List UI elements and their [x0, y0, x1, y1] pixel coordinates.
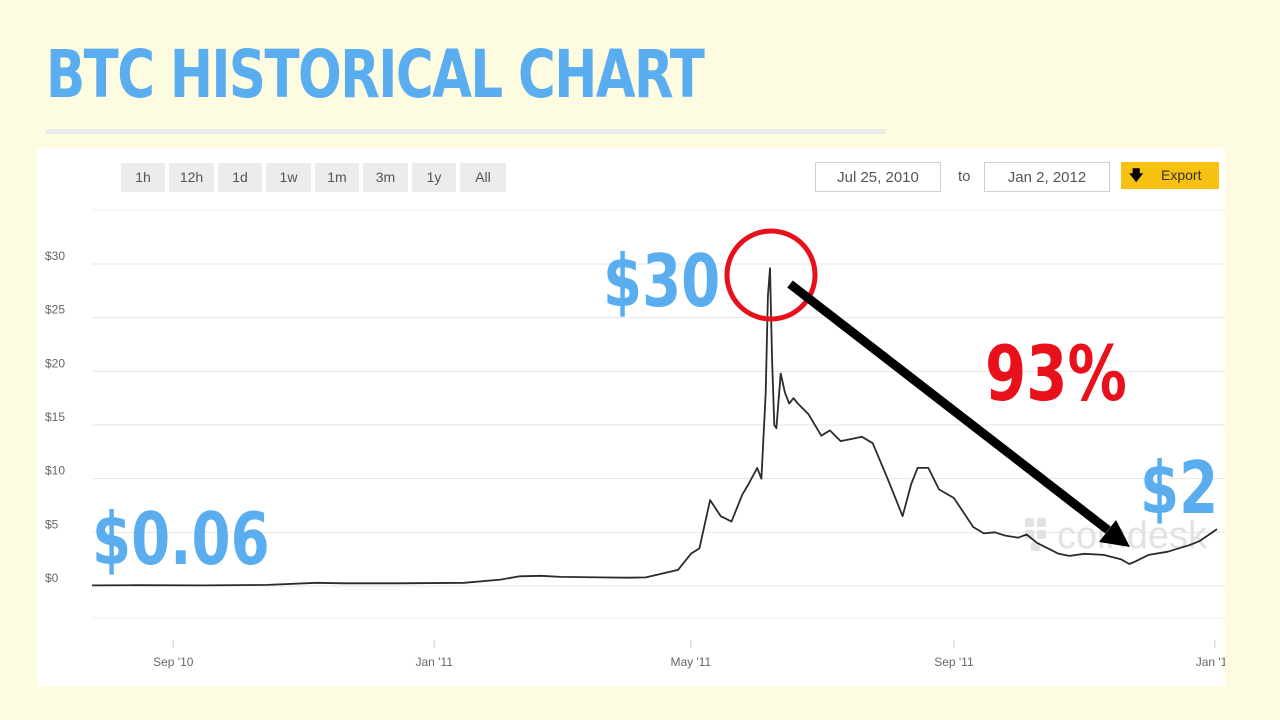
x-tick-label: May '11	[670, 655, 711, 669]
end-price-annotation: $2	[1140, 446, 1219, 530]
x-tick-label: Sep '11	[934, 655, 974, 669]
range-button-3m[interactable]: 3m	[363, 163, 408, 192]
range-button-1w[interactable]: 1w	[266, 163, 311, 192]
y-tick-label: $25	[45, 303, 65, 317]
start-price-annotation: $0.06	[92, 497, 270, 581]
range-button-1y[interactable]: 1y	[412, 163, 456, 192]
watermark-logo-block	[1025, 518, 1034, 527]
y-tick-label: $20	[45, 356, 65, 370]
y-tick-label: $30	[45, 249, 65, 263]
y-tick-label: $5	[45, 517, 59, 531]
watermark-logo-block	[1037, 530, 1046, 539]
end-date-field[interactable]: Jan 2, 2012	[984, 162, 1110, 192]
y-tick-label: $10	[45, 464, 65, 478]
drop-percent-annotation: 93%	[985, 329, 1127, 418]
x-tick-label: Jan '12	[1196, 655, 1225, 669]
range-button-12h[interactable]: 12h	[169, 163, 214, 192]
x-tick-label: Sep '10	[153, 655, 194, 669]
range-button-1h[interactable]: 1h	[121, 163, 165, 192]
download-arrow-icon: 🡇	[1129, 167, 1144, 183]
page-title: BTC HISTORICAL CHART	[46, 36, 705, 113]
start-date-field[interactable]: Jul 25, 2010	[815, 162, 941, 192]
watermark-logo-block	[1037, 518, 1046, 527]
range-button-all[interactable]: All	[460, 163, 506, 192]
date-range-separator: to	[958, 168, 971, 185]
y-tick-label: $0	[45, 571, 59, 585]
title-divider	[46, 129, 886, 134]
range-button-1d[interactable]: 1d	[218, 163, 262, 192]
export-button[interactable]: 🡇 Export	[1121, 162, 1219, 189]
export-label: Export	[1161, 167, 1202, 183]
y-tick-label: $15	[45, 410, 65, 424]
x-tick-label: Jan '11	[415, 655, 453, 669]
peak-price-annotation: $30	[603, 239, 721, 323]
range-button-1m[interactable]: 1m	[315, 163, 359, 192]
